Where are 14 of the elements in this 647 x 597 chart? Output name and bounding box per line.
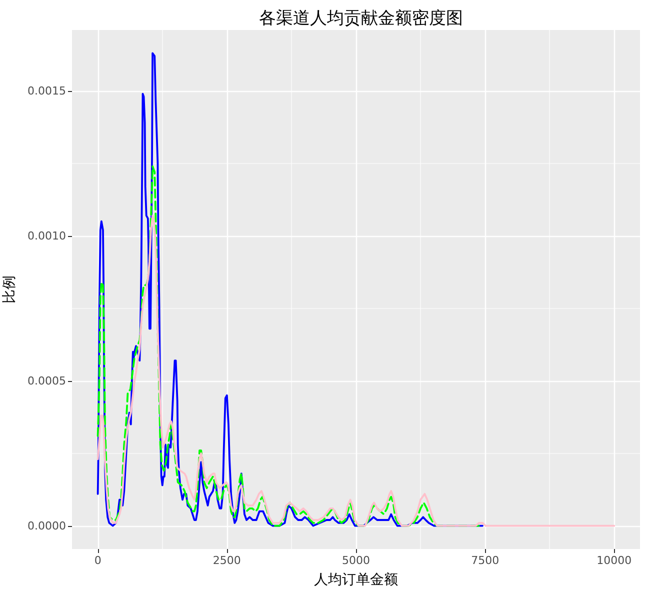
line-series [96,52,484,527]
line-series [96,214,616,527]
chart-title: 各渠道人均贡献金额密度图 [259,8,463,28]
y-axis-title: 比例 [2,276,18,304]
x-tick-label: 10000 [596,554,632,567]
x-tick-label: 7500 [471,554,500,567]
y-tick-label: 0.0005 [28,374,66,388]
x-tick-label: 2500 [212,554,241,567]
y-tick-label: 0.0010 [28,229,66,242]
x-axis-title: 人均订单金额 [314,572,398,588]
x-tick-label: 0 [94,554,102,567]
x-tick-label: 5000 [342,554,370,567]
y-tick-label: 0.0015 [28,84,66,98]
y-tick-label: 0.0000 [28,519,66,532]
